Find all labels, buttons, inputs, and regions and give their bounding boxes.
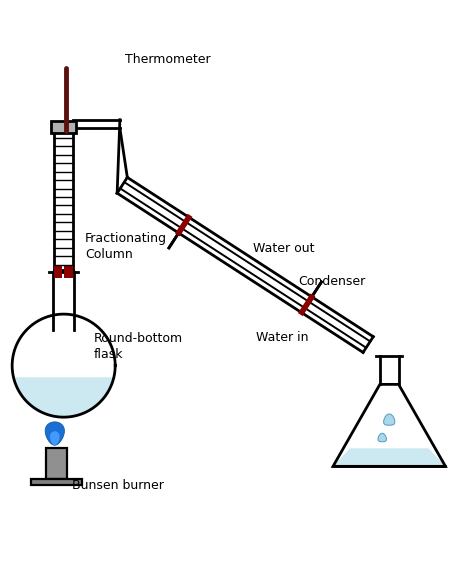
Polygon shape xyxy=(298,293,315,316)
Bar xyxy=(54,267,62,278)
Bar xyxy=(46,448,67,479)
Text: Bunsen burner: Bunsen burner xyxy=(72,479,164,492)
Text: Water in: Water in xyxy=(256,331,308,344)
Text: Condenser: Condenser xyxy=(298,275,365,288)
Text: Round-bottom
flask: Round-bottom flask xyxy=(94,332,183,362)
Polygon shape xyxy=(50,431,60,445)
Bar xyxy=(64,267,73,278)
Polygon shape xyxy=(383,414,395,425)
Text: Water out: Water out xyxy=(254,242,315,255)
Bar xyxy=(52,121,76,133)
Polygon shape xyxy=(333,448,446,466)
Text: Fractionating
Column: Fractionating Column xyxy=(85,232,167,261)
Polygon shape xyxy=(15,378,112,417)
Text: Thermometer: Thermometer xyxy=(125,53,210,66)
Polygon shape xyxy=(378,433,386,442)
Bar xyxy=(31,479,82,484)
Polygon shape xyxy=(45,422,64,445)
Polygon shape xyxy=(175,214,192,236)
